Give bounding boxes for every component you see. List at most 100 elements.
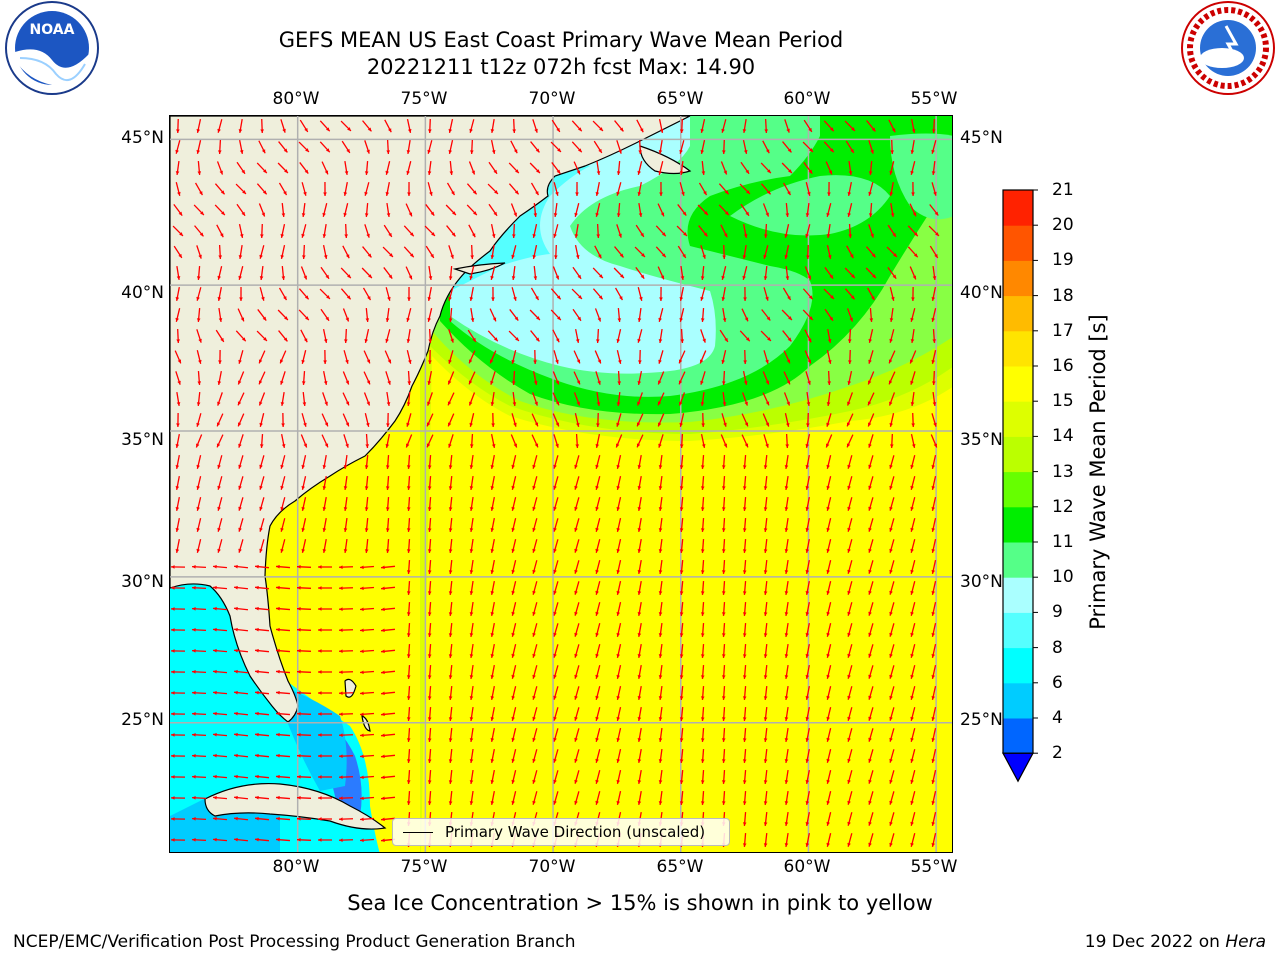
direction-arrow — [868, 160, 873, 176]
direction-arrow — [805, 434, 811, 448]
direction-arrow — [910, 539, 916, 553]
direction-arrow — [931, 118, 936, 134]
direction-arrow — [910, 391, 915, 407]
direction-arrow — [806, 244, 810, 260]
direction-arrow — [595, 791, 601, 805]
direction-arrow — [595, 602, 601, 616]
direction-arrow — [553, 476, 559, 490]
direction-arrow — [511, 539, 517, 553]
direction-arrow — [259, 287, 265, 301]
direction-arrow — [406, 559, 411, 575]
colorbar-segment — [1003, 366, 1033, 402]
direction-arrow — [490, 476, 495, 490]
direction-arrow — [911, 412, 915, 428]
direction-arrow — [826, 203, 832, 217]
direction-arrow — [553, 728, 559, 742]
direction-arrow — [784, 664, 789, 680]
direction-arrow — [233, 606, 249, 611]
direction-arrow — [427, 287, 432, 301]
direction-arrow — [826, 455, 832, 469]
direction-arrow — [574, 518, 580, 532]
direction-arrow — [191, 837, 207, 842]
direction-arrow — [826, 476, 832, 490]
direction-arrow — [658, 538, 663, 554]
direction-arrow — [469, 769, 474, 785]
direction-arrow — [614, 120, 624, 132]
direction-arrow — [281, 202, 286, 218]
direction-arrow — [380, 775, 396, 780]
direction-arrow — [910, 560, 916, 574]
direction-arrow — [511, 770, 517, 784]
direction-arrow — [254, 627, 270, 632]
direction-arrow — [359, 628, 375, 633]
direction-arrow — [700, 119, 706, 133]
direction-arrow — [302, 391, 307, 407]
direction-arrow — [532, 560, 538, 574]
direction-arrow — [868, 329, 874, 343]
direction-arrow — [322, 454, 327, 470]
direction-arrow — [616, 518, 622, 532]
direction-arrow — [427, 748, 432, 764]
direction-arrow — [280, 497, 286, 511]
direction-arrow — [343, 350, 349, 364]
direction-arrow — [281, 265, 286, 281]
lon-tick-bottom: 55°W — [910, 857, 958, 877]
direction-arrow — [447, 413, 455, 427]
direction-arrow — [552, 371, 560, 385]
direction-arrow — [176, 118, 180, 134]
direction-arrow — [741, 413, 749, 427]
direction-arrow — [427, 517, 432, 533]
direction-arrow — [407, 370, 412, 386]
direction-arrow — [763, 769, 768, 785]
direction-arrow — [277, 162, 289, 174]
direction-arrow — [700, 601, 705, 617]
direction-arrow — [826, 223, 831, 239]
direction-arrow — [763, 727, 768, 743]
direction-arrow — [508, 162, 520, 174]
direction-arrow — [301, 370, 306, 386]
direction-arrow — [784, 727, 789, 743]
direction-arrow — [448, 434, 454, 448]
direction-arrow — [637, 454, 642, 470]
direction-arrow — [931, 728, 937, 742]
direction-arrow — [574, 413, 580, 427]
direction-arrow — [343, 517, 348, 533]
lat-tick-right: 30°N — [960, 572, 1003, 592]
direction-arrow — [296, 754, 312, 758]
direction-arrow — [595, 623, 601, 637]
direction-arrow — [575, 181, 579, 197]
direction-arrow — [385, 496, 390, 512]
direction-arrow — [846, 413, 854, 427]
direction-arrow — [784, 706, 789, 722]
direction-arrow — [634, 246, 646, 258]
direction-arrow — [847, 686, 853, 700]
direction-arrow — [700, 371, 706, 385]
direction-arrow — [616, 644, 622, 658]
direction-arrow — [637, 392, 643, 406]
direction-arrow — [847, 791, 853, 805]
direction-arrow — [763, 601, 768, 617]
direction-arrow — [406, 643, 411, 659]
direction-arrow — [170, 565, 186, 569]
direction-arrow — [317, 712, 333, 716]
direction-arrow — [658, 769, 663, 785]
direction-arrow — [301, 455, 307, 469]
direction-arrow — [490, 518, 495, 532]
direction-arrow — [343, 434, 349, 448]
direction-arrow — [532, 119, 538, 133]
direction-arrow — [616, 476, 622, 490]
direction-arrow — [275, 564, 291, 569]
direction-arrow — [595, 182, 600, 196]
direction-arrow — [238, 434, 244, 448]
direction-arrow — [386, 202, 391, 218]
direction-arrow — [763, 832, 768, 848]
direction-arrow — [636, 413, 644, 427]
colorbar-tick-label: 6 — [1052, 672, 1063, 693]
direction-arrow — [364, 475, 369, 491]
direction-arrow — [364, 224, 370, 238]
direction-arrow — [679, 182, 685, 196]
direction-arrow — [212, 690, 228, 695]
direction-arrow — [532, 245, 538, 259]
direction-arrow — [846, 308, 854, 322]
direction-arrow — [721, 748, 726, 764]
